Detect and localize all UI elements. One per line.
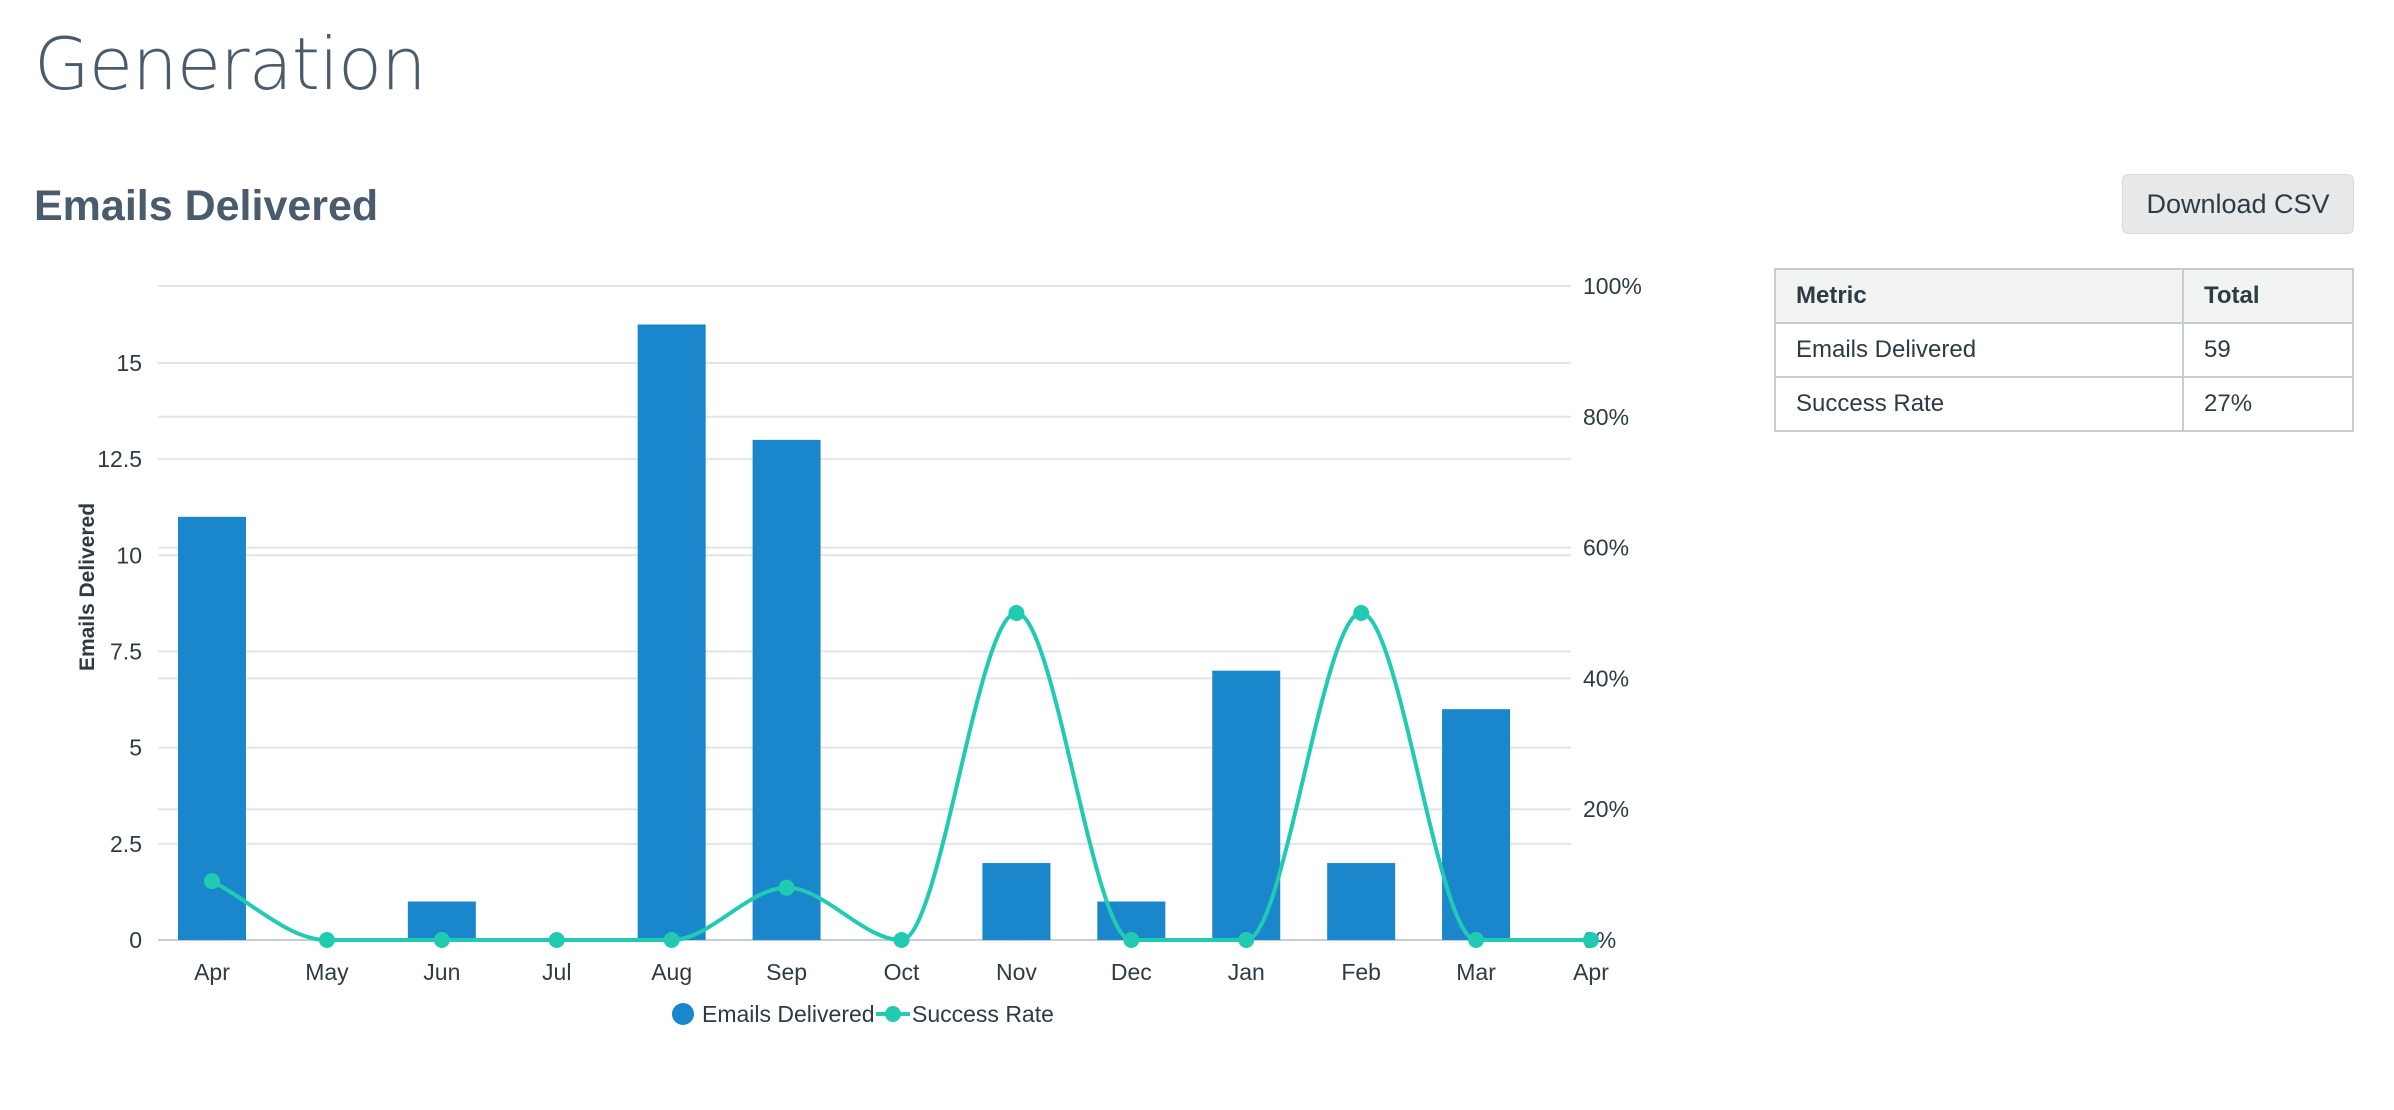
point-success-rate	[663, 932, 680, 948]
x-tick-label: Apr	[194, 959, 230, 985]
y-left-tick-label: 5	[129, 735, 142, 761]
chart-svg: 02.557.51012.5150%20%40%60%80%100%Emails…	[76, 273, 1642, 1027]
metrics-table: Metric Total Emails Delivered 59 Success…	[1774, 268, 2354, 432]
x-tick-label: Aug	[651, 959, 692, 985]
point-success-rate	[1583, 932, 1599, 948]
y-left-tick-label: 12.5	[97, 446, 142, 472]
x-tick-label: May	[305, 959, 349, 985]
y-left-tick-label: 0	[129, 927, 142, 953]
bar-emails-delivered	[1212, 670, 1281, 940]
download-csv-button[interactable]: Download CSV	[2122, 174, 2354, 234]
y-axis-title: Emails Delivered	[76, 503, 99, 671]
x-tick-label: Mar	[1456, 959, 1496, 985]
legend-marker-emails-delivered	[672, 1003, 694, 1025]
table-cell-metric: Emails Delivered	[1774, 322, 2184, 378]
x-tick-label: Dec	[1111, 959, 1152, 985]
legend-label-emails-delivered: Emails Delivered	[702, 1001, 875, 1027]
point-success-rate	[893, 932, 910, 948]
page-title: Generation	[34, 22, 427, 106]
table-cell-total: 27%	[2182, 376, 2354, 432]
point-success-rate	[1008, 605, 1025, 621]
y-right-tick-label: 20%	[1583, 796, 1629, 822]
x-tick-label: Sep	[766, 959, 807, 985]
point-success-rate	[204, 873, 220, 890]
point-success-rate	[1468, 932, 1485, 948]
point-success-rate	[1353, 605, 1370, 621]
x-tick-label: Jul	[542, 959, 571, 985]
point-success-rate	[1238, 932, 1255, 948]
bar-emails-delivered	[1327, 863, 1396, 940]
x-tick-label: Jun	[423, 959, 460, 985]
table-cell-total: 59	[2182, 322, 2354, 378]
emails-delivered-chart: 0 2.5 5 7.5 10 12.5 15 0% 20% 40% 60% 80% 100% Emails…	[0, 250, 1700, 1050]
bar-emails-delivered	[637, 324, 706, 940]
x-tick-label: Feb	[1341, 959, 1381, 985]
y-right-tick-label: 80%	[1583, 404, 1629, 430]
y-left-tick-label: 7.5	[110, 638, 142, 664]
point-success-rate	[548, 932, 565, 948]
y-right-tick-label: 100%	[1583, 273, 1642, 299]
y-left-tick-label: 15	[116, 350, 142, 376]
line-success-rate	[211, 610, 1591, 943]
bar-emails-delivered	[752, 439, 821, 940]
table-header-row: Metric Total	[1774, 268, 2354, 324]
table-header-metric: Metric	[1774, 268, 2184, 324]
point-success-rate	[318, 932, 335, 948]
table-cell-metric: Success Rate	[1774, 376, 2184, 432]
legend-marker-success-rate	[885, 1006, 901, 1022]
y-left-tick-label: 2.5	[110, 831, 142, 857]
y-right-tick-label: 60%	[1583, 535, 1629, 561]
x-tick-label: Oct	[884, 959, 920, 985]
point-success-rate	[433, 932, 450, 948]
x-tick-label: Jan	[1228, 959, 1265, 985]
point-success-rate	[1123, 932, 1140, 948]
y-right-tick-label: 40%	[1583, 665, 1629, 691]
bar-emails-delivered	[982, 863, 1051, 940]
table-header-total: Total	[2182, 268, 2354, 324]
y-left-tick-label: 10	[116, 542, 142, 568]
legend-label-success-rate: Success Rate	[912, 1001, 1054, 1027]
table-row: Success Rate 27%	[1774, 376, 2354, 432]
x-tick-label: Apr	[1573, 959, 1609, 985]
x-tick-label: Nov	[996, 959, 1037, 985]
bar-emails-delivered	[178, 516, 246, 940]
point-success-rate	[778, 879, 795, 896]
section-title: Emails Delivered	[34, 182, 379, 230]
table-row: Emails Delivered 59	[1774, 322, 2354, 378]
